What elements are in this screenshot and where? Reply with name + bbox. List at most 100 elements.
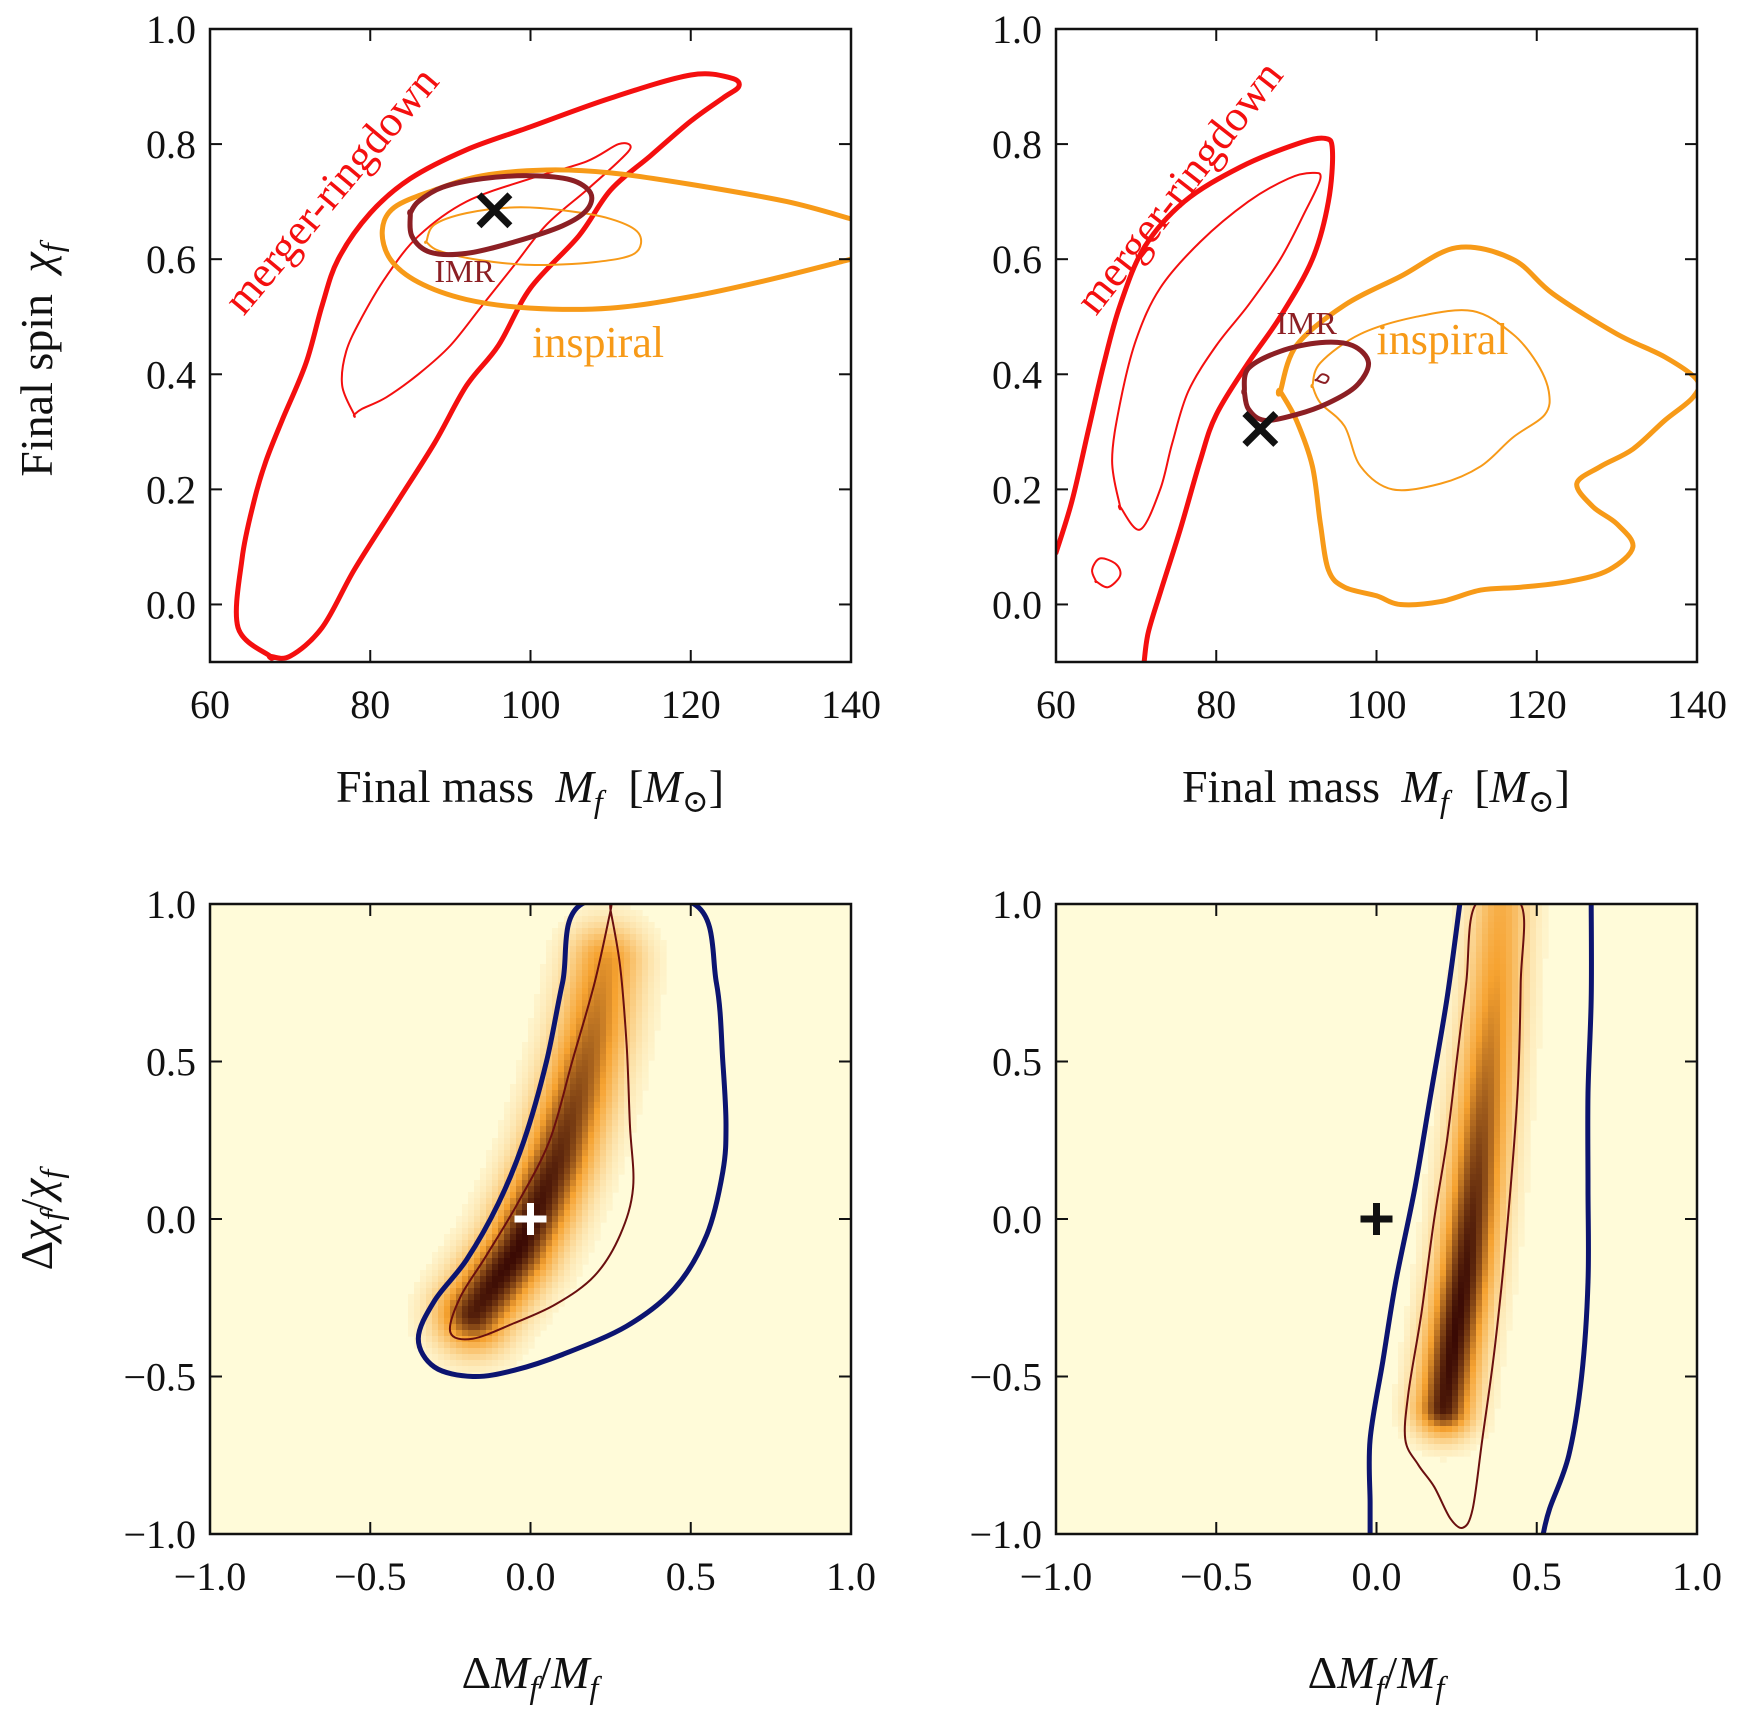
density-cell (1458, 916, 1465, 923)
density-cell (546, 1156, 553, 1163)
density-cell (480, 1312, 487, 1319)
density-cell (1488, 1102, 1495, 1109)
density-cell (642, 1000, 649, 1007)
density-cell (1428, 1270, 1435, 1277)
density-cell (1482, 1186, 1489, 1193)
density-cell (1440, 1450, 1447, 1457)
density-cell (1506, 1006, 1513, 1013)
density-cell (522, 1312, 529, 1319)
density-cell (588, 910, 595, 917)
density-cell (486, 1366, 493, 1373)
density-cell (480, 1306, 487, 1313)
density-cell (576, 1090, 583, 1097)
density-cell (558, 1012, 565, 1019)
density-cell (624, 1102, 631, 1109)
density-cell (474, 1354, 481, 1361)
density-cell (540, 1282, 547, 1289)
density-cell (1410, 1444, 1417, 1451)
density-cell (546, 1288, 553, 1295)
density-cell (1512, 1228, 1519, 1235)
density-cell (1476, 922, 1483, 929)
density-cell (654, 952, 661, 959)
density-cell (1506, 1168, 1513, 1175)
density-cell (546, 958, 553, 965)
density-cell (1494, 1240, 1501, 1247)
density-cell (606, 958, 613, 965)
density-cell (570, 1102, 577, 1109)
density-cell (546, 1246, 553, 1253)
density-cell (462, 1216, 469, 1223)
density-cell (486, 1258, 493, 1265)
density-cell (462, 1270, 469, 1277)
density-cell (1440, 1324, 1447, 1331)
density-cell (606, 1030, 613, 1037)
density-cell (630, 970, 637, 977)
density-cell (1482, 958, 1489, 965)
density-cell (624, 940, 631, 947)
density-cell (648, 976, 655, 983)
density-cell (582, 1198, 589, 1205)
density-cell (1488, 1090, 1495, 1097)
density-cell (654, 976, 661, 983)
density-cell (1440, 1192, 1447, 1199)
density-cell (1458, 1312, 1465, 1319)
density-cell (606, 970, 613, 977)
annotation-inspiral: inspiral (1377, 315, 1509, 364)
density-cell (594, 1036, 601, 1043)
density-cell (570, 1234, 577, 1241)
x-tick-label: 100 (501, 682, 561, 727)
density-cell (606, 946, 613, 953)
density-cell (1458, 964, 1465, 971)
density-cell (606, 1204, 613, 1211)
density-cell (630, 982, 637, 989)
density-cell (606, 928, 613, 935)
density-cell (1470, 994, 1477, 1001)
density-cell (1482, 1066, 1489, 1073)
density-cell (540, 988, 547, 995)
density-cell (582, 1132, 589, 1139)
density-cell (570, 1024, 577, 1031)
density-cell (1452, 1132, 1459, 1139)
density-cell (1452, 1192, 1459, 1199)
density-cell (1464, 1174, 1471, 1181)
plot-background (1056, 29, 1697, 662)
density-cell (1476, 1270, 1483, 1277)
density-cell (1452, 1036, 1459, 1043)
density-cell (1482, 1072, 1489, 1079)
density-cell (570, 922, 577, 929)
density-cell (1518, 1042, 1525, 1049)
density-cell (1464, 1312, 1471, 1319)
density-cell (1458, 1180, 1465, 1187)
density-cell (1416, 1408, 1423, 1415)
density-cell (432, 1288, 439, 1295)
density-cell (1476, 1420, 1483, 1427)
density-cell (1434, 1132, 1441, 1139)
density-cell (426, 1312, 433, 1319)
density-cell (522, 1264, 529, 1271)
density-cell (438, 1336, 445, 1343)
density-cell (492, 1228, 499, 1235)
density-cell (522, 1330, 529, 1337)
density-cell (1500, 1150, 1507, 1157)
density-cell (468, 1270, 475, 1277)
density-cell (468, 1324, 475, 1331)
density-cell (1476, 1192, 1483, 1199)
density-cell (1464, 1300, 1471, 1307)
density-cell (612, 1060, 619, 1067)
density-cell (480, 1246, 487, 1253)
density-cell (486, 1312, 493, 1319)
density-cell (1482, 982, 1489, 989)
density-cell (624, 988, 631, 995)
density-cell (1434, 1384, 1441, 1391)
density-cell (1452, 1366, 1459, 1373)
density-cell (600, 1066, 607, 1073)
density-cell (1416, 1288, 1423, 1295)
density-cell (1440, 1432, 1447, 1439)
density-cell (1500, 1216, 1507, 1223)
density-cell (576, 1096, 583, 1103)
density-cell (1524, 1066, 1531, 1073)
density-cell (1428, 1186, 1435, 1193)
density-cell (594, 922, 601, 929)
density-cell (564, 1150, 571, 1157)
density-cell (456, 1324, 463, 1331)
